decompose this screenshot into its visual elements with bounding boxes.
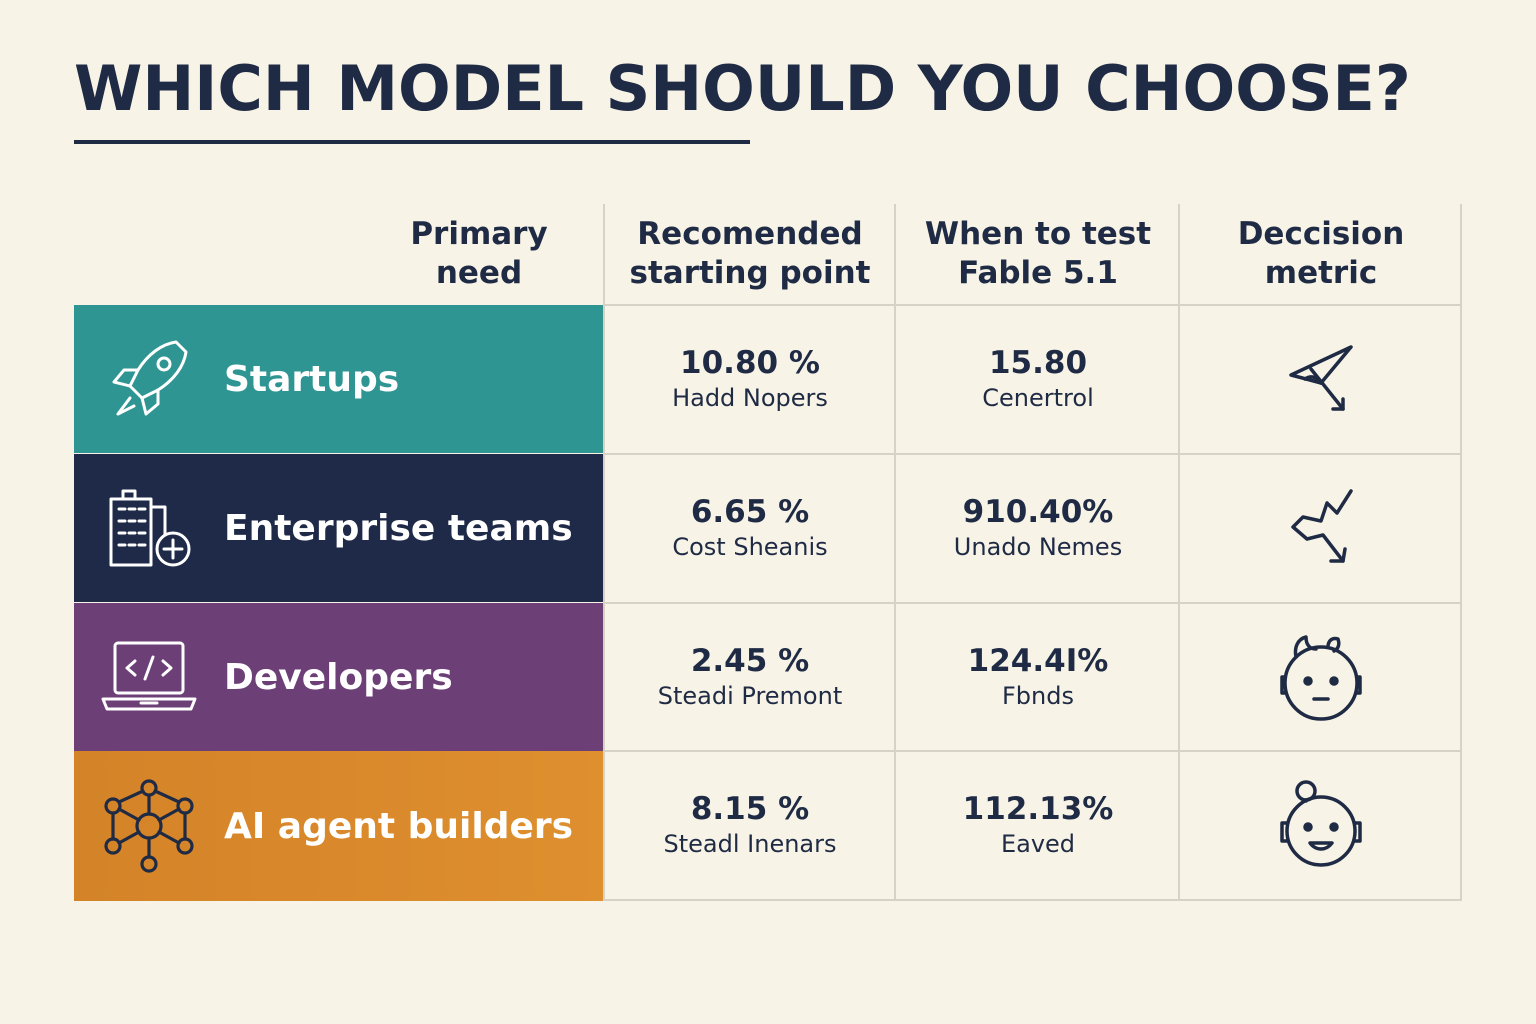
network-icon: [74, 752, 224, 900]
row-label: Startups: [224, 358, 400, 400]
starting-value: 6.65 %: [690, 494, 810, 530]
grid-divider: [603, 602, 1462, 604]
triangle-arrow-icon: [1180, 305, 1462, 453]
row-enterprise-teams: Enterprise teams: [74, 454, 603, 602]
building-plus-icon: [74, 454, 224, 602]
starting-value: 10.80 %: [680, 345, 820, 381]
grid-divider: [603, 750, 1462, 752]
row-label: AI agent builders: [224, 805, 574, 847]
row-startups: Startups: [74, 305, 603, 453]
test-cell: 124.4I% Fbnds: [896, 603, 1180, 751]
starting-value: 2.45 %: [690, 643, 810, 679]
header-decision-metric-text: Deccision metric: [1237, 216, 1405, 291]
laptop-code-icon: [74, 603, 224, 751]
robot-head-icon: [1180, 751, 1462, 899]
starting-sub: Steadl Inenars: [663, 830, 837, 858]
test-cell: 112.13% Eaved: [896, 751, 1180, 899]
comparison-table: Primary need Recomended starting point W…: [74, 204, 1462, 901]
page-title: WHICH MODEL SHOULD YOU CHOOSE?: [74, 52, 1411, 125]
header-starting-point: Recomended starting point: [604, 204, 896, 304]
test-sub: Cenertrol: [982, 384, 1094, 412]
grid-divider: [603, 204, 605, 900]
starting-sub: Steadi Premont: [657, 682, 843, 710]
starting-sub: Hadd Nopers: [672, 384, 828, 412]
zigzag-arrow-icon: [1180, 454, 1462, 602]
starting-value: 8.15 %: [690, 791, 810, 827]
starting-point-cell: 6.65 % Cost Sheanis: [604, 454, 896, 602]
test-value: 910.40%: [962, 494, 1114, 530]
grid-divider: [1178, 204, 1180, 900]
starting-point-cell: 8.15 % Steadl Inenars: [604, 751, 896, 899]
grid-divider: [894, 204, 896, 900]
row-developers: Developers: [74, 603, 603, 751]
starting-point-cell: 2.45 % Steadi Premont: [604, 603, 896, 751]
title-underline: [74, 140, 750, 144]
rocket-icon: [74, 305, 224, 453]
row-ai-agent-builders: AI agent builders: [74, 751, 603, 901]
test-value: 112.13%: [962, 791, 1114, 827]
grid-divider: [603, 453, 1462, 455]
robot-face-icon: [1180, 603, 1462, 751]
test-cell: 15.80 Cenertrol: [896, 305, 1180, 453]
header-decision-metric: Deccision metric: [1180, 204, 1462, 304]
test-sub: Unado Nemes: [953, 533, 1123, 561]
test-value: 15.80: [988, 345, 1088, 381]
header-primary-need: Primary need: [354, 204, 604, 304]
header-when-to-test: When to test Fable 5.1: [896, 204, 1180, 304]
test-sub: Eaved: [1000, 830, 1076, 858]
header-starting-point-text: Recomended starting point: [629, 216, 871, 291]
test-sub: Fbnds: [1002, 682, 1074, 710]
grid-divider: [603, 304, 1462, 306]
grid-divider: [603, 899, 1462, 901]
header-primary-need-text: Primary need: [410, 216, 548, 291]
header-when-to-test-text: When to test Fable 5.1: [924, 216, 1152, 291]
row-label: Enterprise teams: [224, 507, 573, 549]
test-cell: 910.40% Unado Nemes: [896, 454, 1180, 602]
grid-divider: [1460, 204, 1462, 900]
test-value: 124.4I%: [967, 643, 1109, 679]
row-label: Developers: [224, 656, 453, 698]
starting-sub: Cost Sheanis: [672, 533, 828, 561]
starting-point-cell: 10.80 % Hadd Nopers: [604, 305, 896, 453]
